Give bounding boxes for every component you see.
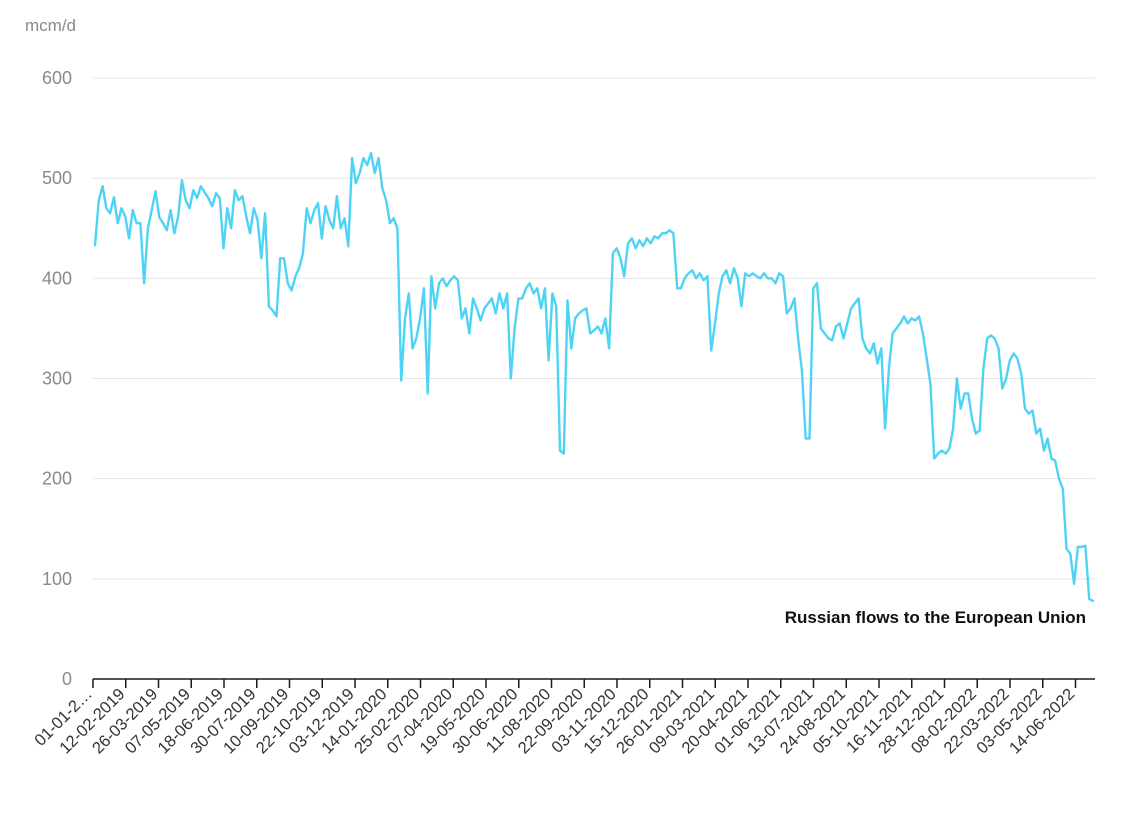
y-tick-label: 300	[42, 369, 72, 389]
y-tick-label: 400	[42, 268, 72, 288]
series-lines	[93, 151, 1095, 603]
y-axis-ticks: 0 100 200 300 400 500 600	[42, 68, 72, 689]
y-axis-unit-label: mcm/d	[25, 16, 76, 35]
series-name-label: Russian flows to the European Union	[785, 608, 1086, 627]
series-line	[93, 151, 1095, 603]
gridlines	[93, 77, 1095, 580]
series-labels: Russian flows to the European Union	[785, 608, 1086, 627]
y-tick-label: 0	[62, 669, 72, 689]
y-tick-label: 500	[42, 168, 72, 188]
y-tick-label: 100	[42, 569, 72, 589]
y-tick-label: 600	[42, 68, 72, 88]
y-tick-label: 200	[42, 469, 72, 489]
x-axis-ticks: 01-01-2…12-02-201926-03-201907-05-201918…	[31, 679, 1078, 758]
